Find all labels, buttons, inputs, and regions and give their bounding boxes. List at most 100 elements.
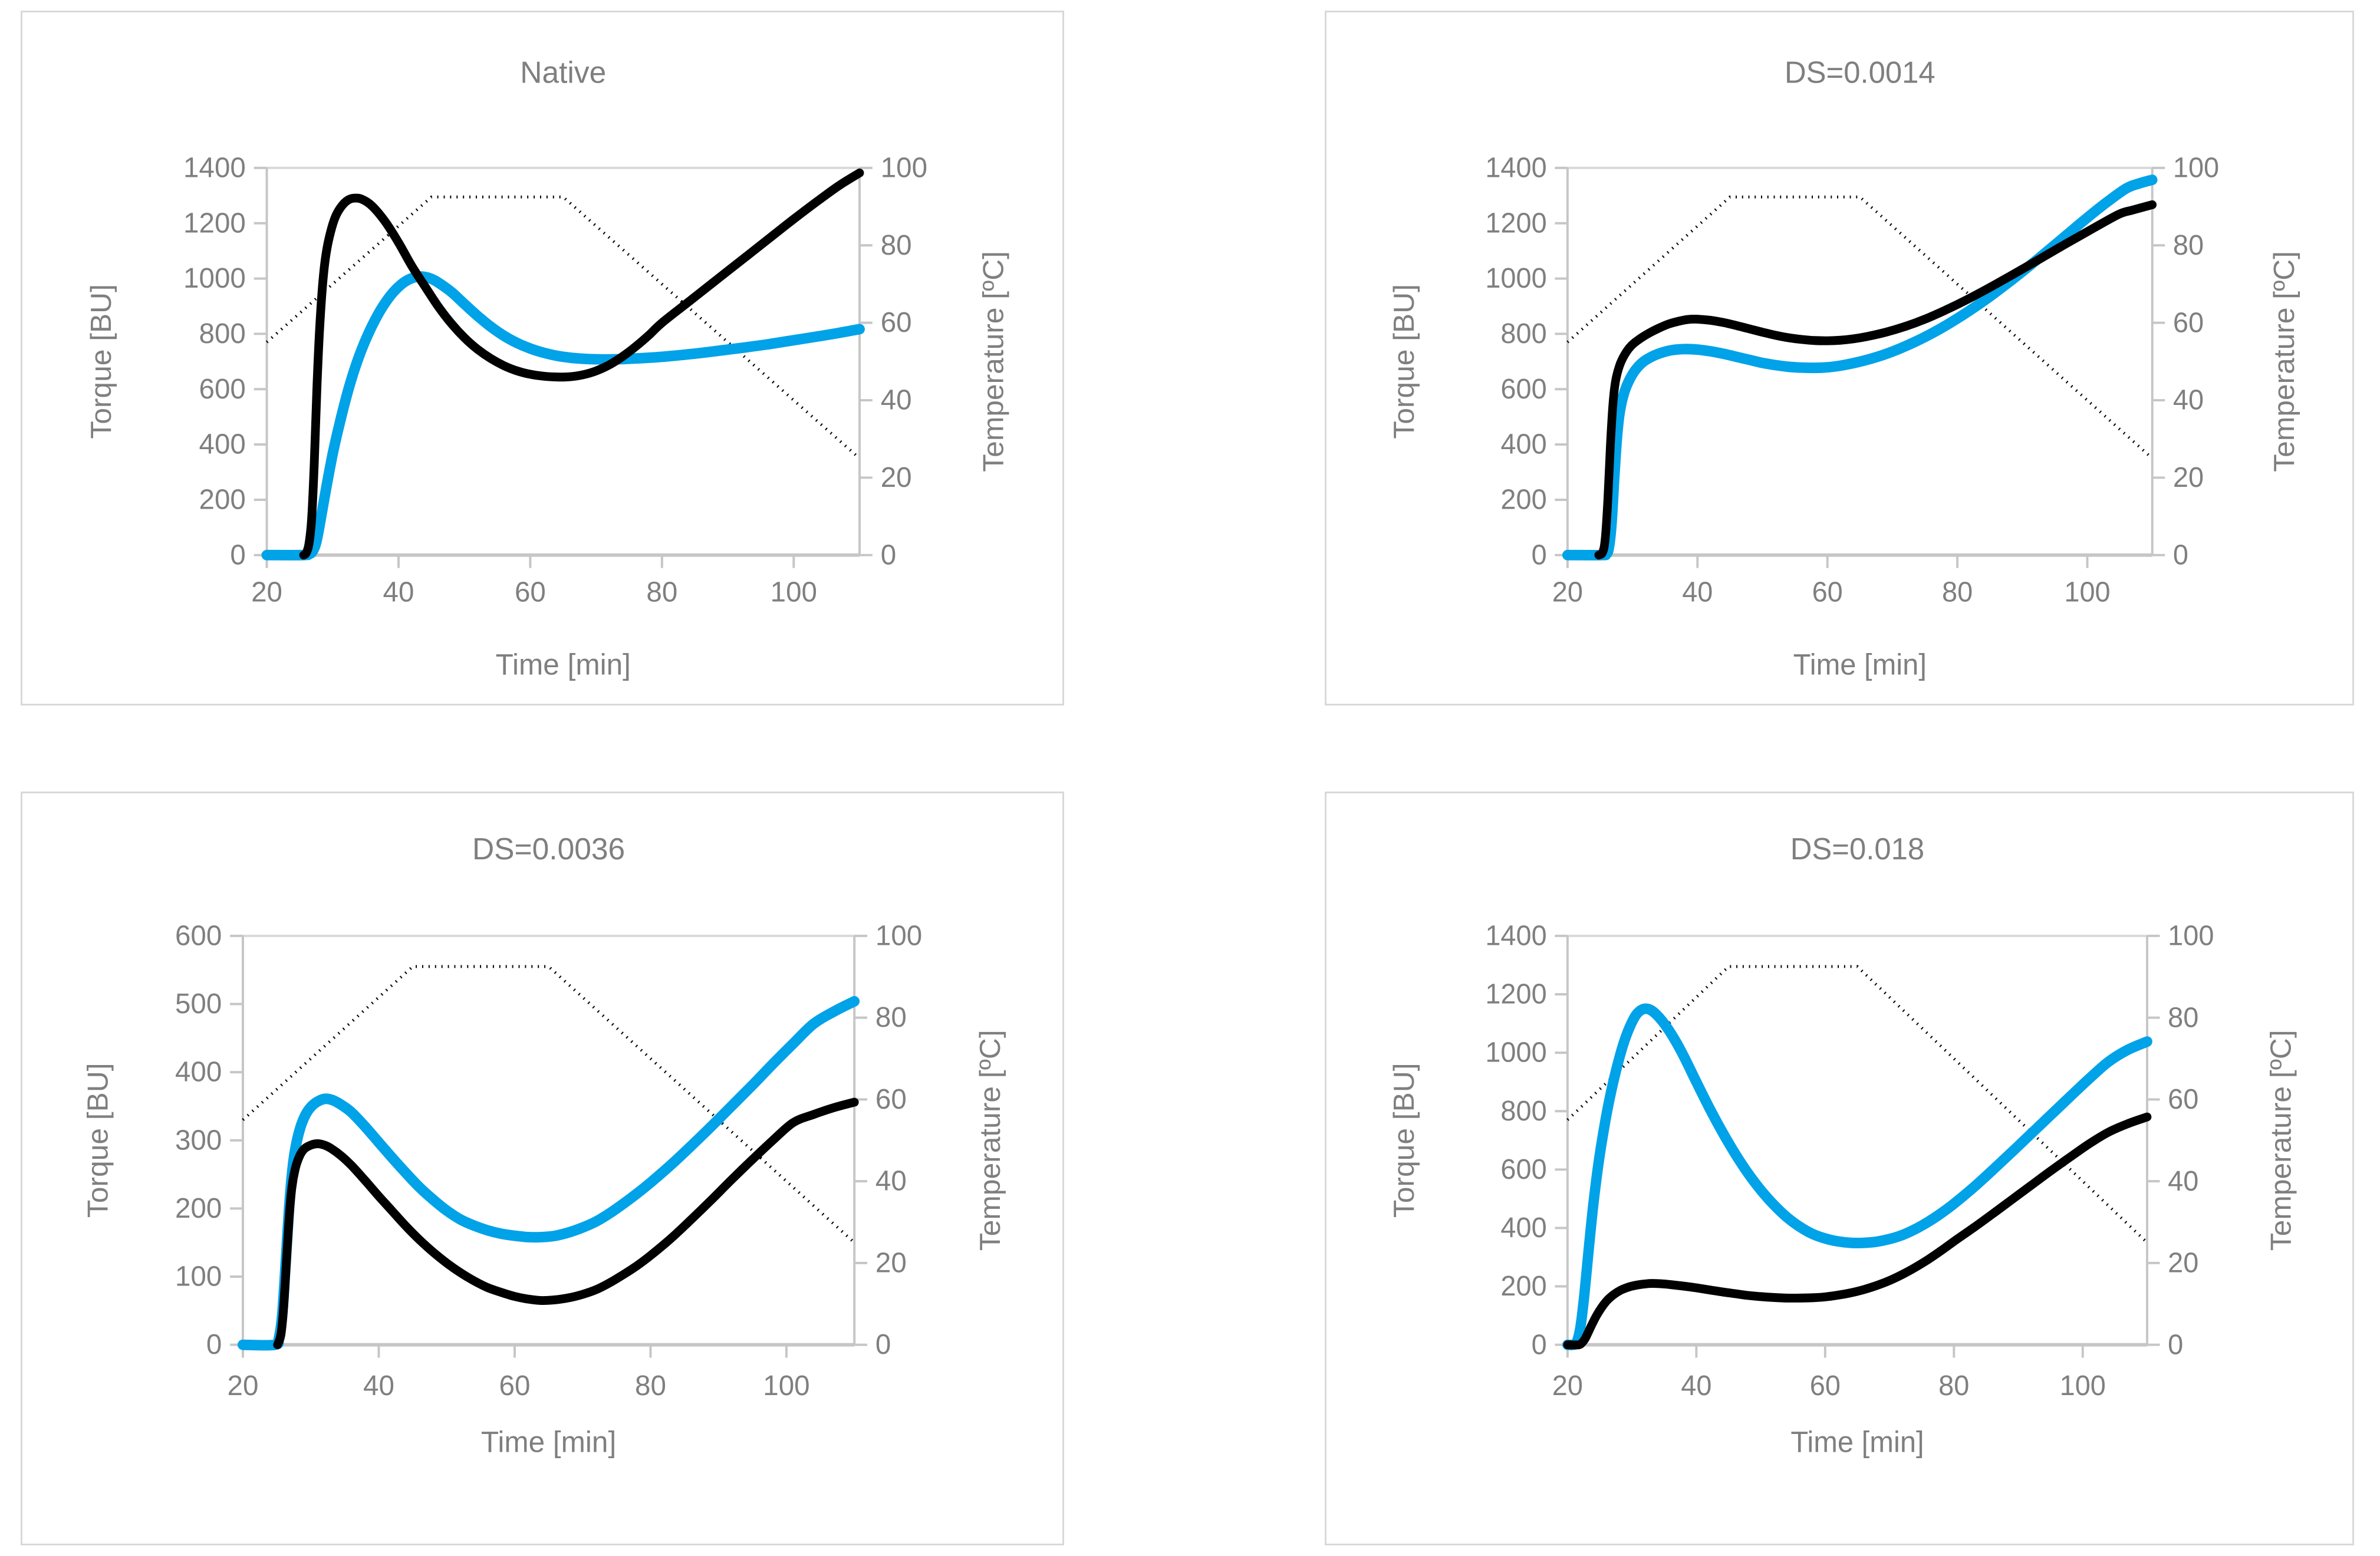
x-axis-tick-label: 60 <box>1812 576 1843 608</box>
left-axis-tick-label: 500 <box>175 988 222 1020</box>
left-axis-title: Torque [BU] <box>81 1063 114 1218</box>
right-axis-tick-label: 20 <box>2173 462 2204 493</box>
left-axis-tick-label: 0 <box>1532 1329 1547 1360</box>
right-axis-tick-label: 40 <box>2173 384 2204 416</box>
chart-svg-ds-0-018: DS=0.01802004006008001000120014000204060… <box>1388 832 2297 1459</box>
x-axis-tick-label: 40 <box>1682 576 1713 608</box>
left-axis-tick-label: 300 <box>175 1125 222 1156</box>
x-axis-title: Time [min] <box>496 648 631 681</box>
left-axis-tick-label: 200 <box>175 1193 222 1224</box>
chart-title: DS=0.0036 <box>472 832 625 866</box>
x-axis-tick-label: 20 <box>1552 576 1583 608</box>
chart-card-native: Native 0 200 400 600 800 1000 1200 1400 0 20 40 60 80… <box>21 11 1064 706</box>
left-axis-tick-label: 0 <box>206 1329 222 1360</box>
chart-title: DS=0.0014 <box>1785 55 1935 90</box>
x-axis-tick-label: 100 <box>2060 1370 2106 1402</box>
left-axis-title: Torque [BU] <box>84 284 117 439</box>
temperature-profile-line <box>242 965 855 1244</box>
left-axis-tick-label: 100 <box>175 1261 222 1292</box>
torque-curve-blue <box>1562 1003 2152 1350</box>
right-axis-title: Temperature [ºC] <box>973 1030 1006 1251</box>
torque-curve-black <box>1594 200 2157 560</box>
right-axis-title: Temperature [ºC] <box>2265 1030 2297 1251</box>
torque-curve-black <box>299 168 864 560</box>
x-axis-tick-label: 40 <box>383 576 414 608</box>
chart-svg-ds-0-0036: DS=0.00360100200300400500600020406080100… <box>81 832 1006 1459</box>
left-axis-tick-label: 600 <box>175 920 222 951</box>
torque-curve-black <box>1563 1112 2152 1350</box>
left-axis-tick-label: 1200 <box>183 207 246 239</box>
left-axis-tick-label: 600 <box>1500 1154 1546 1185</box>
right-axis-tick-label: 100 <box>2173 152 2219 183</box>
right-axis-tick-label: 20 <box>875 1247 907 1278</box>
right-axis-tick-label: 100 <box>875 920 922 951</box>
chart-card-ds-0-0036: DS=0.0036 0 100 200 300 400 500 600 0 20 40 60 80 100… <box>21 792 1064 1545</box>
right-axis-tick-label: 80 <box>2168 1002 2198 1033</box>
x-axis-tick-label: 80 <box>1942 576 1973 608</box>
right-axis-tick-label: 40 <box>875 1166 907 1197</box>
torque-curve-black <box>273 1097 859 1350</box>
left-axis-tick-label: 200 <box>1500 1271 1546 1302</box>
right-axis-tick-label: 0 <box>881 539 896 571</box>
right-axis-tick-label: 0 <box>2168 1329 2183 1360</box>
right-axis-title: Temperature [ºC] <box>977 251 1010 472</box>
x-axis-tick-label: 60 <box>515 576 546 608</box>
right-axis-tick-label: 20 <box>881 462 912 493</box>
right-axis-tick-label: 60 <box>2173 307 2204 338</box>
left-axis-tick-label: 800 <box>1500 318 1546 350</box>
left-axis-tick-label: 800 <box>1500 1095 1546 1126</box>
x-axis-tick-label: 20 <box>228 1370 259 1402</box>
left-axis-tick-label: 1400 <box>183 152 246 183</box>
right-axis-tick-label: 40 <box>2168 1165 2198 1196</box>
x-axis-title: Time [min] <box>481 1426 616 1459</box>
chart-svg-ds-0-0014: DS=0.00140200400600800100012001400020406… <box>1388 55 2300 681</box>
left-axis-tick-label: 200 <box>199 484 246 515</box>
right-axis-tick-label: 100 <box>881 152 927 183</box>
left-axis-tick-label: 400 <box>1500 1212 1546 1244</box>
right-axis-tick-label: 60 <box>2168 1084 2198 1115</box>
chart-title: DS=0.018 <box>1790 832 1924 866</box>
right-axis-tick-label: 80 <box>875 1002 907 1033</box>
left-axis-title: Torque [BU] <box>1388 1063 1420 1218</box>
left-axis-tick-label: 1000 <box>1485 1037 1546 1068</box>
x-axis-tick-label: 80 <box>635 1370 666 1402</box>
left-axis-tick-label: 0 <box>1532 539 1547 571</box>
temperature-profile-line <box>1566 195 2154 460</box>
right-axis-tick-label: 0 <box>875 1329 891 1360</box>
left-axis-tick-label: 1400 <box>1485 920 1546 951</box>
left-axis-tick-label: 800 <box>199 318 246 350</box>
x-axis-title: Time [min] <box>1790 1426 1924 1458</box>
left-axis-tick-label: 400 <box>1500 428 1546 460</box>
x-axis-tick-label: 40 <box>363 1370 394 1402</box>
left-axis-tick-label: 200 <box>1500 484 1546 515</box>
x-axis-tick-label: 20 <box>251 576 282 608</box>
x-axis-tick-label: 60 <box>499 1370 531 1402</box>
chart-card-ds-0-018: DS=0.018 0 200 400 600 800 1000 1200 1400 0 20 40 60… <box>1325 792 2354 1545</box>
x-axis-title: Time [min] <box>1793 648 1927 681</box>
left-axis-tick-label: 600 <box>1500 374 1546 405</box>
left-axis-tick-label: 1000 <box>1485 263 1546 294</box>
right-axis-tick-label: 60 <box>875 1084 907 1115</box>
left-axis-tick-label: 1000 <box>183 263 246 294</box>
x-axis-tick-label: 80 <box>1938 1370 1969 1402</box>
x-axis-tick-label: 40 <box>1681 1370 1711 1402</box>
x-axis-tick-label: 100 <box>771 576 817 608</box>
left-axis-title: Torque [BU] <box>1388 284 1420 439</box>
left-axis-tick-label: 400 <box>199 429 246 460</box>
left-axis-tick-label: 1200 <box>1485 207 1546 239</box>
chart-title: Native <box>520 55 606 90</box>
x-axis-tick-label: 20 <box>1552 1370 1583 1402</box>
left-axis-tick-label: 1200 <box>1485 978 1546 1010</box>
temperature-profile-line <box>265 195 861 460</box>
right-axis-tick-label: 80 <box>881 230 912 261</box>
left-axis-tick-label: 0 <box>230 539 245 571</box>
x-axis-tick-label: 60 <box>1810 1370 1841 1402</box>
x-axis-tick-label: 100 <box>763 1370 809 1402</box>
left-axis-tick-label: 600 <box>199 374 246 405</box>
x-axis-tick-label: 100 <box>2064 576 2110 608</box>
right-axis-tick-label: 0 <box>2173 539 2188 571</box>
chart-card-ds-0-0014: DS=0.0014 0 200 400 600 800 1000 1200 1400 0 20 40 6… <box>1325 11 2354 706</box>
right-axis-tick-label: 40 <box>881 385 912 416</box>
right-axis-tick-label: 100 <box>2168 920 2214 951</box>
right-axis-tick-label: 80 <box>2173 230 2204 261</box>
